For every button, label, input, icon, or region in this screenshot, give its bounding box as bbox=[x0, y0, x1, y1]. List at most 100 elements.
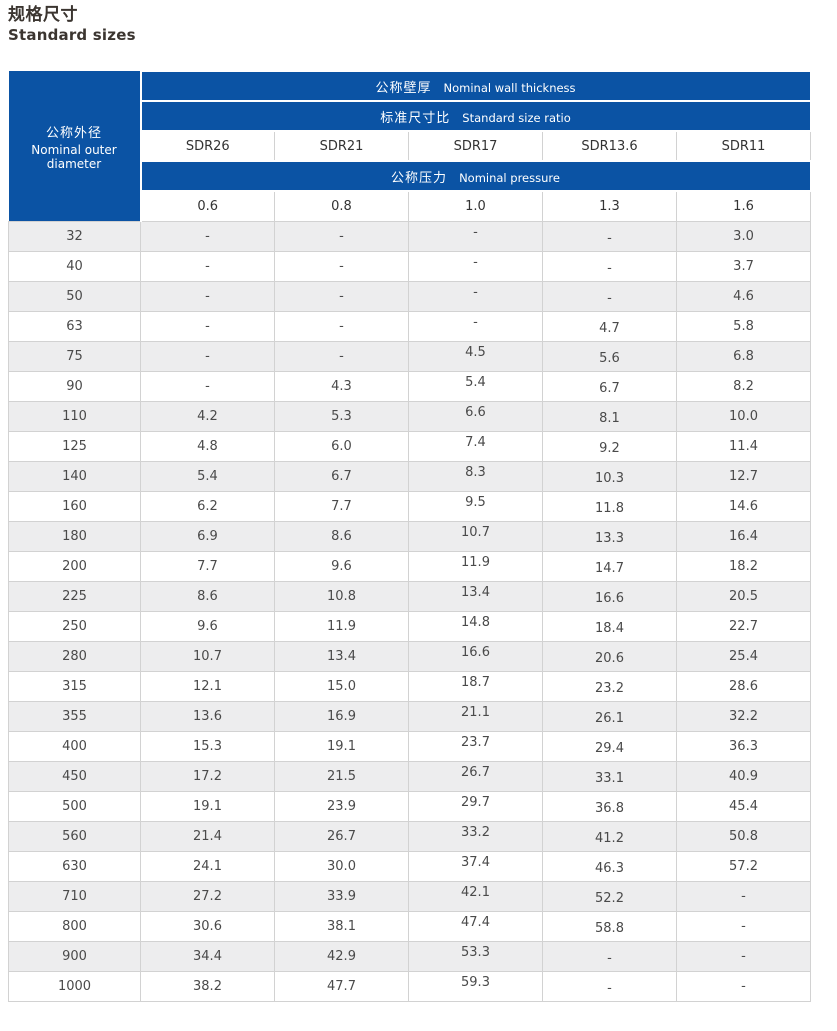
thickness-cell: 20.5 bbox=[675, 580, 812, 612]
diameter-cell: 400 bbox=[8, 730, 141, 762]
table-row: 355 13.6 16.9 21.1 26.1 32.2 bbox=[8, 700, 812, 732]
thickness-cell: 40.9 bbox=[675, 760, 812, 792]
thickness-cell: - bbox=[140, 250, 275, 282]
band-row-wall-thickness: 公称外径 Nominal outer diameter 公称壁厚 Nominal … bbox=[8, 70, 812, 222]
thickness-cell: 58.8 bbox=[542, 910, 677, 942]
diameter-cell: 280 bbox=[8, 640, 141, 672]
thickness-cell: 13.6 bbox=[140, 700, 275, 732]
thickness-cell: 10.7 bbox=[140, 640, 275, 672]
sdr-column-header: SDR13.6 bbox=[542, 130, 677, 162]
pressure-value-cell: 1.0 bbox=[408, 190, 543, 222]
thickness-cell: 19.1 bbox=[140, 790, 275, 822]
diameter-cell: 90 bbox=[8, 370, 141, 402]
diameter-cell: 800 bbox=[8, 910, 141, 942]
table-row: 800 30.6 38.1 47.4 58.8- bbox=[8, 910, 812, 942]
thickness-cell: - bbox=[675, 940, 812, 972]
thickness-cell: - bbox=[542, 280, 677, 312]
diameter-cell: 450 bbox=[8, 760, 141, 792]
thickness-cell: - bbox=[140, 220, 275, 252]
thickness-cell: 11.8 bbox=[542, 490, 677, 522]
thickness-cell: 3.7 bbox=[675, 250, 812, 282]
thickness-cell: 17.2 bbox=[140, 760, 275, 792]
thickness-cell: 7.7 bbox=[140, 550, 275, 582]
pressure-value-cell: 0.6 bbox=[140, 190, 275, 222]
thickness-cell: 13.3 bbox=[542, 520, 677, 552]
diameter-cell: 560 bbox=[8, 820, 141, 852]
diameter-cell: 32 bbox=[8, 220, 141, 252]
thickness-cell: 8.6 bbox=[140, 580, 275, 612]
diameter-cell: 110 bbox=[8, 400, 141, 432]
table-row: 500 19.1 23.9 29.7 36.8 45.4 bbox=[8, 790, 812, 822]
thickness-cell: 23.2 bbox=[542, 670, 677, 702]
thickness-cell: 27.2 bbox=[140, 880, 275, 912]
thickness-cell: 8.2 bbox=[675, 370, 812, 402]
thickness-cell: 6.0 bbox=[274, 430, 409, 462]
thickness-cell: 11.9 bbox=[274, 610, 409, 642]
diameter-cell: 355 bbox=[8, 700, 141, 732]
table-row: 900 34.4 42.9 53.3- - bbox=[8, 940, 812, 972]
pressure-values-row: 0.6 0.8 1.0 1.3 1.6 bbox=[9, 190, 812, 222]
thickness-cell: 12.7 bbox=[675, 460, 812, 492]
thickness-cell: 5.3 bbox=[274, 400, 409, 432]
thickness-cell: 7.4 bbox=[408, 430, 543, 462]
thickness-cell: 4.2 bbox=[140, 400, 275, 432]
thickness-cell: 4.7 bbox=[542, 310, 677, 342]
thickness-cell: - bbox=[140, 340, 275, 372]
table-row: 63- - -4.7 5.8 bbox=[8, 310, 812, 342]
thickness-cell: 38.2 bbox=[140, 970, 275, 1002]
table-row: 32- - - -3.0 bbox=[8, 220, 812, 252]
thickness-cell: 38.1 bbox=[274, 910, 409, 942]
thickness-cell: - bbox=[274, 310, 409, 342]
table-row: 50- - - -4.6 bbox=[8, 280, 812, 312]
standard-sizes-table: 公称外径 Nominal outer diameter 公称壁厚 Nominal … bbox=[8, 70, 812, 1002]
thickness-cell: 6.2 bbox=[140, 490, 275, 522]
sdr-column-header: SDR21 bbox=[274, 130, 409, 162]
nominal-outer-diameter-label-zh: 公称外径 bbox=[45, 125, 102, 141]
thickness-cell: - bbox=[408, 250, 543, 282]
thickness-cell: 8.1 bbox=[542, 400, 677, 432]
thickness-cell: 10.8 bbox=[274, 580, 409, 612]
thickness-cell: 4.6 bbox=[675, 280, 812, 312]
thickness-cell: 3.0 bbox=[675, 220, 812, 252]
thickness-cell: 50.8 bbox=[675, 820, 812, 852]
thickness-cell: 30.0 bbox=[274, 850, 409, 882]
thickness-cell: 52.2 bbox=[542, 880, 677, 912]
thickness-cell: 16.4 bbox=[675, 520, 812, 552]
nominal-pressure-band: 公称压力 Nominal pressure bbox=[139, 160, 812, 193]
thickness-cell: - bbox=[542, 970, 677, 1002]
thickness-cell: - bbox=[675, 880, 812, 912]
thickness-cell: 33.2 bbox=[408, 820, 543, 852]
diameter-cell: 40 bbox=[8, 250, 141, 282]
thickness-cell: 59.3 bbox=[408, 970, 543, 1002]
table-row: 400 15.3 19.1 23.7 29.4 36.3 bbox=[8, 730, 812, 762]
thickness-cell: 5.6 bbox=[542, 340, 677, 372]
diameter-cell: 250 bbox=[8, 610, 141, 642]
thickness-cell: 29.4 bbox=[542, 730, 677, 762]
thickness-cell: - bbox=[542, 220, 677, 252]
diameter-cell: 710 bbox=[8, 880, 141, 912]
thickness-cell: 34.4 bbox=[140, 940, 275, 972]
spec-table-body: 32- - - -3.0 40- - - -3.7 50- - - -4.6 63- - -4.7 5.8 75… bbox=[8, 220, 812, 1002]
table-row: 75- -4.5 5.6 6.8 bbox=[8, 340, 812, 372]
thickness-cell: 4.8 bbox=[140, 430, 275, 462]
diameter-cell: 180 bbox=[8, 520, 141, 552]
thickness-cell: - bbox=[140, 280, 275, 312]
thickness-cell: 42.1 bbox=[408, 880, 543, 912]
size-ratio-label-zh: 标准尺寸比 bbox=[380, 110, 451, 126]
thickness-cell: 16.6 bbox=[408, 640, 543, 672]
thickness-cell: 8.6 bbox=[274, 520, 409, 552]
thickness-cell: 14.6 bbox=[675, 490, 812, 522]
thickness-cell: 19.1 bbox=[274, 730, 409, 762]
thickness-cell: - bbox=[675, 910, 812, 942]
thickness-cell: 45.4 bbox=[675, 790, 812, 822]
thickness-cell: 10.7 bbox=[408, 520, 543, 552]
thickness-cell: - bbox=[140, 310, 275, 342]
pressure-value-cell: 0.8 bbox=[274, 190, 409, 222]
thickness-cell: 10.0 bbox=[675, 400, 812, 432]
thickness-cell: - bbox=[542, 250, 677, 282]
thickness-cell: 10.3 bbox=[542, 460, 677, 492]
table-row: 160 6.2 7.7 9.5 11.8 14.6 bbox=[8, 490, 812, 522]
table-row: 40- - - -3.7 bbox=[8, 250, 812, 282]
thickness-cell: 23.7 bbox=[408, 730, 543, 762]
